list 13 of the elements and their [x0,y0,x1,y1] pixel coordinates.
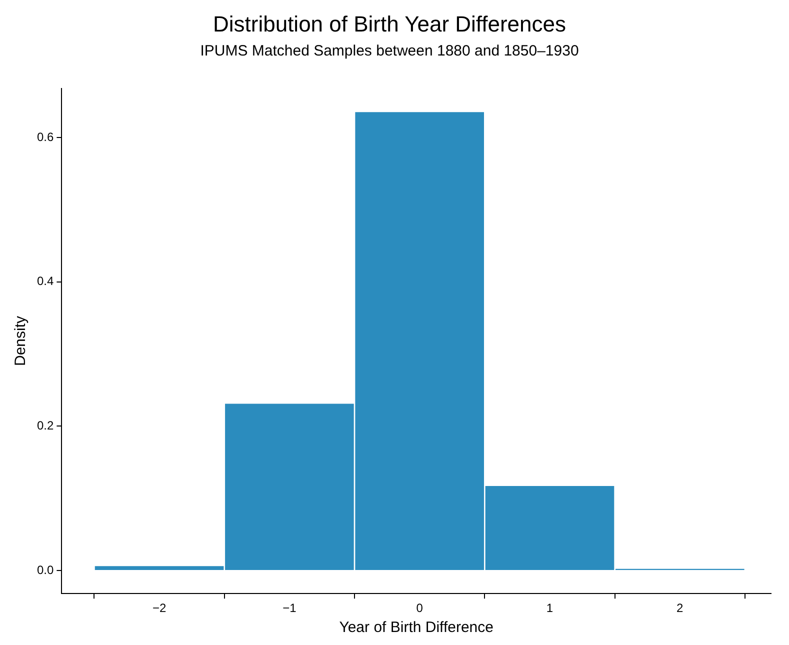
chart-title: Distribution of Birth Year Differences [213,11,566,36]
y-tick-label: 0.2 [36,418,54,432]
x-tick-label: −2 [152,601,166,616]
x-tick-label: 2 [676,601,684,616]
x-tick-label: −1 [282,601,297,616]
chart-subtitle: IPUMS Matched Samples between 1880 and 1850–1930 [200,42,579,60]
x-tick-label: 1 [546,601,554,616]
x-tick-label: 0 [416,601,424,616]
y-tick-label: 0.6 [36,130,54,144]
x-axis-title: Year of Birth Difference [339,619,494,636]
y-tick-label: 0.0 [36,562,54,577]
y-tick-label: 0.4 [36,274,54,288]
y-axis-title: Density [12,316,30,366]
